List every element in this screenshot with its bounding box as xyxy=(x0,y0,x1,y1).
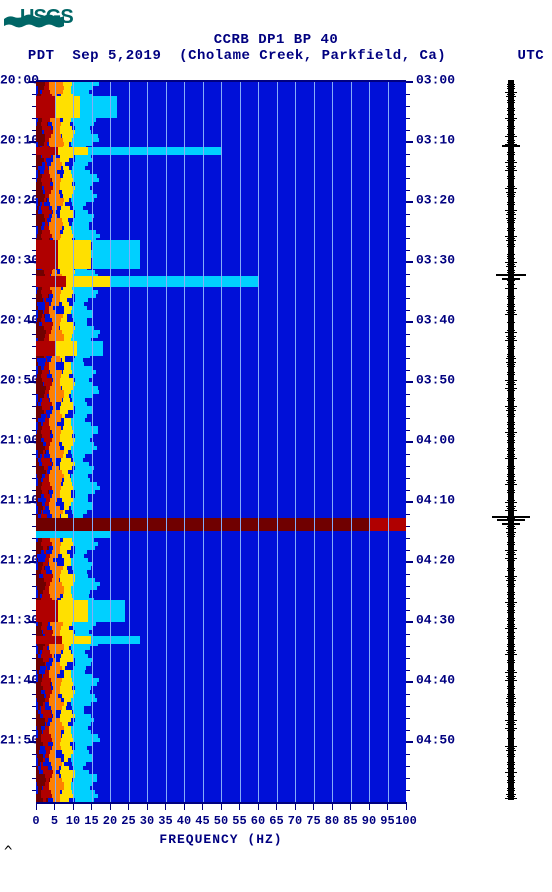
left-tick-label: 21:10 xyxy=(0,493,39,508)
left-tick-label: 21:50 xyxy=(0,733,39,748)
spectrogram xyxy=(36,80,406,804)
x-tick-label: 95 xyxy=(380,814,394,828)
x-tick-label: 35 xyxy=(158,814,172,828)
right-tick-label: 03:20 xyxy=(406,193,471,208)
left-tick-label: 20:30 xyxy=(0,253,39,268)
x-axis: FREQUENCY (HZ) 0510152025303540455055606… xyxy=(36,802,406,842)
x-axis-label: FREQUENCY (HZ) xyxy=(36,832,406,847)
x-tick-label: 50 xyxy=(214,814,228,828)
right-y-axis: 03:0003:1003:2003:3003:4003:5004:0004:10… xyxy=(406,80,461,800)
right-tick-label: 04:50 xyxy=(406,733,471,748)
x-tick-label: 25 xyxy=(121,814,135,828)
usgs-logo: USGS xyxy=(0,0,552,30)
x-tick-label: 70 xyxy=(288,814,302,828)
right-tick-label: 04:40 xyxy=(406,673,471,688)
x-tick-label: 20 xyxy=(103,814,117,828)
left-tick-label: 20:10 xyxy=(0,133,39,148)
x-tick-label: 80 xyxy=(325,814,339,828)
left-tick-label: 21:30 xyxy=(0,613,39,628)
right-tick-label: 04:00 xyxy=(406,433,471,448)
right-tick-label: 04:20 xyxy=(406,553,471,568)
chart-title: CCRB DP1 BP 40 xyxy=(0,32,552,48)
right-tick-label: 04:30 xyxy=(406,613,471,628)
x-tick-label: 0 xyxy=(32,814,39,828)
right-tick-label: 03:50 xyxy=(406,373,471,388)
right-tick-label: 03:10 xyxy=(406,133,471,148)
left-tick-label: 20:40 xyxy=(0,313,39,328)
tz-right: UTC xyxy=(517,48,544,64)
x-tick-label: 45 xyxy=(195,814,209,828)
location-label: (Cholame Creek, Parkfield, Ca) xyxy=(179,48,446,64)
left-tick-label: 21:40 xyxy=(0,673,39,688)
x-tick-label: 60 xyxy=(251,814,265,828)
x-tick-label: 75 xyxy=(306,814,320,828)
left-tick-label: 20:00 xyxy=(0,73,39,88)
chart-subtitle: PDT Sep 5,2019 (Cholame Creek, Parkfield… xyxy=(0,48,552,64)
left-y-axis: 20:0020:1020:2020:3020:4020:5021:0021:10… xyxy=(0,80,39,800)
x-tick-label: 65 xyxy=(269,814,283,828)
waveform-trace xyxy=(486,80,536,800)
right-tick-label: 03:30 xyxy=(406,253,471,268)
x-tick-label: 30 xyxy=(140,814,154,828)
left-tick-label: 21:20 xyxy=(0,553,39,568)
right-tick-label: 03:40 xyxy=(406,313,471,328)
x-tick-label: 10 xyxy=(66,814,80,828)
x-tick-label: 100 xyxy=(395,814,417,828)
x-tick-label: 85 xyxy=(343,814,357,828)
right-tick-label: 04:10 xyxy=(406,493,471,508)
left-tick-label: 21:00 xyxy=(0,433,39,448)
date-label: Sep 5,2019 xyxy=(72,48,161,64)
tz-left: PDT xyxy=(28,48,55,64)
right-tick-label: 03:00 xyxy=(406,73,471,88)
x-tick-label: 40 xyxy=(177,814,191,828)
x-tick-label: 55 xyxy=(232,814,246,828)
left-tick-label: 20:50 xyxy=(0,373,39,388)
x-tick-label: 5 xyxy=(51,814,58,828)
svg-text:USGS: USGS xyxy=(20,6,73,28)
x-tick-label: 15 xyxy=(84,814,98,828)
plot-area: 20:0020:1020:2020:3020:4020:5021:0021:10… xyxy=(36,80,536,804)
x-tick-label: 90 xyxy=(362,814,376,828)
tz-left-label xyxy=(10,48,28,64)
left-tick-label: 20:20 xyxy=(0,193,39,208)
